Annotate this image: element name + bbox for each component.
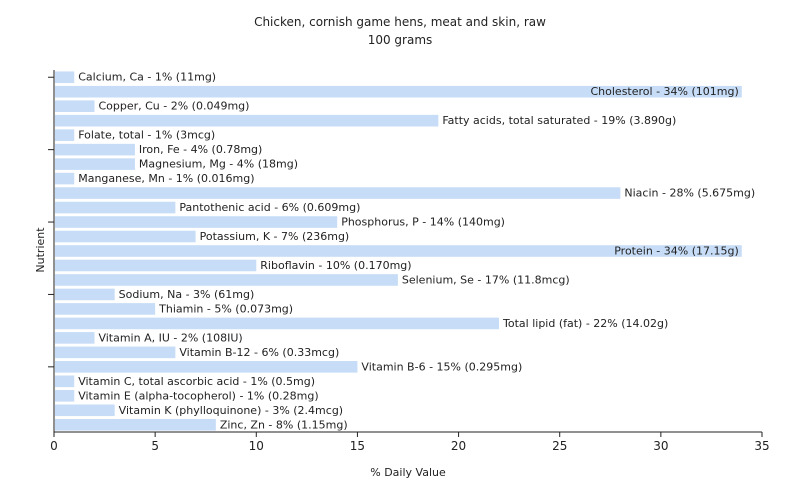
bar	[55, 317, 500, 330]
x-axis-title: % Daily Value	[370, 466, 446, 479]
bar-label: Fatty acids, total saturated - 19% (3.89…	[442, 114, 676, 127]
bar	[55, 361, 358, 373]
bar	[55, 100, 95, 112]
bar	[55, 375, 75, 388]
x-tick-label: 30	[653, 439, 668, 453]
bar	[55, 216, 338, 228]
bar-label: Manganese, Mn - 1% (0.016mg)	[78, 172, 254, 185]
chart-subtitle: 100 grams	[367, 33, 433, 47]
bar-label: Iron, Fe - 4% (0.78mg)	[139, 143, 262, 156]
bar	[55, 172, 75, 185]
x-tick-label: 0	[50, 439, 58, 453]
bar	[55, 288, 115, 301]
x-tick-label: 5	[151, 439, 159, 453]
axes-layer: 0 5 10 15 20 25 30 35	[48, 70, 770, 453]
bar	[55, 418, 216, 431]
bar	[55, 390, 75, 402]
bars-layer	[55, 71, 742, 431]
bar	[55, 303, 156, 315]
bar	[55, 129, 75, 141]
bar-label: Sodium, Na - 3% (61mg)	[119, 288, 255, 301]
bar-label: Potassium, K - 7% (236mg)	[200, 230, 350, 243]
bar-label: Niacin - 28% (5.675mg)	[624, 187, 755, 200]
bar-label: Zinc, Zn - 8% (1.15mg)	[220, 418, 348, 431]
bar-label: Vitamin A, IU - 2% (108IU)	[98, 331, 242, 344]
bar-label: Vitamin K (phylloquinone) - 3% (2.4mcg)	[119, 404, 343, 417]
bar	[55, 274, 398, 286]
bar	[55, 245, 742, 257]
bar	[55, 158, 135, 170]
bar	[55, 85, 742, 98]
bar-label: Vitamin B-6 - 15% (0.295mg)	[361, 360, 522, 373]
bar	[55, 259, 257, 272]
bar-label: Protein - 34% (17.15g)	[614, 245, 739, 258]
bar-label: Vitamin E (alpha-tocopherol) - 1% (0.28m…	[78, 389, 318, 402]
bar	[55, 114, 439, 127]
x-tick-label: 20	[451, 439, 466, 453]
bar-label: Thiamin - 5% (0.073mg)	[158, 302, 293, 315]
bar-label: Riboflavin - 10% (0.170mg)	[260, 259, 411, 272]
y-axis-title: Nutrient	[34, 227, 47, 273]
bar-label: Magnesium, Mg - 4% (18mg)	[139, 158, 298, 171]
x-tick-label: 35	[754, 439, 769, 453]
bar-label: Vitamin B-12 - 6% (0.33mcg)	[179, 346, 339, 359]
bar	[55, 187, 621, 199]
x-tick-label: 10	[249, 439, 264, 453]
bar-label: Phosphorus, P - 14% (140mg)	[341, 216, 505, 229]
bar-label: Total lipid (fat) - 22% (14.02g)	[502, 317, 668, 330]
x-tick-label: 25	[552, 439, 567, 453]
bar	[55, 346, 176, 359]
chart-title: Chicken, cornish game hens, meat and ski…	[254, 15, 546, 29]
bar-label: Copper, Cu - 2% (0.049mg)	[98, 100, 249, 113]
bar	[55, 143, 135, 156]
bar-label: Cholesterol - 34% (101mg)	[590, 85, 738, 98]
bar	[55, 230, 196, 243]
bar-labels-layer: Calcium, Ca - 1% (11mg) Cholesterol - 34%…	[78, 71, 755, 432]
bar	[55, 201, 176, 214]
x-tick-label: 15	[350, 439, 365, 453]
bar	[55, 71, 75, 84]
bar-label: Selenium, Se - 17% (11.8mcg)	[402, 273, 570, 286]
bar	[55, 332, 95, 344]
bar	[55, 404, 115, 417]
bar-label: Vitamin C, total ascorbic acid - 1% (0.5…	[78, 375, 315, 388]
bar-label: Folate, total - 1% (3mcg)	[78, 129, 215, 142]
bar-label: Pantothenic acid - 6% (0.609mg)	[179, 201, 360, 214]
bar-label: Calcium, Ca - 1% (11mg)	[78, 71, 216, 84]
